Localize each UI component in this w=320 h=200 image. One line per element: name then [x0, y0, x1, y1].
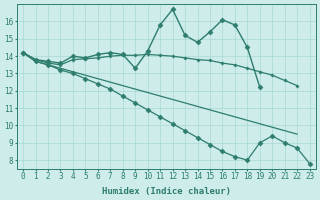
X-axis label: Humidex (Indice chaleur): Humidex (Indice chaleur): [102, 187, 231, 196]
